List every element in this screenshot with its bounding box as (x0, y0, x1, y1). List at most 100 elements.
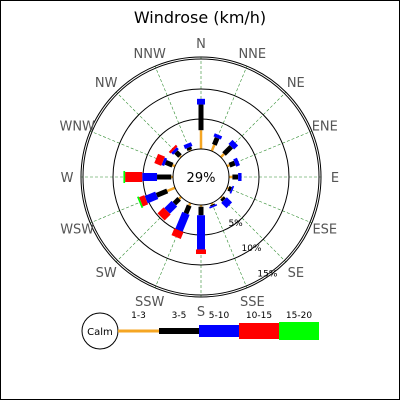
bar-NW-10-15 (168, 144, 178, 154)
grid-spoke-ESE (226, 187, 312, 224)
direction-label-N: N (196, 37, 206, 52)
grid-ring-2 (112, 88, 290, 266)
direction-label-NNE: NNE (238, 47, 266, 62)
bar-W-10-15 (125, 172, 143, 182)
bar-NW-5-10 (171, 147, 179, 155)
bar-SW-10-15 (157, 207, 171, 221)
bar-WSW-3-5 (155, 188, 169, 198)
bar-group-W (123, 171, 173, 183)
direction-label-W: W (61, 171, 74, 186)
bar-ENE-5-10 (233, 157, 240, 167)
grid-spoke-SSE (211, 202, 248, 288)
bar-group-SW (157, 195, 183, 221)
grid-spoke-SE (220, 196, 287, 263)
bar-NW-1-3 (179, 155, 183, 159)
direction-label-S: S (197, 305, 205, 320)
bar-S-10-15 (196, 249, 206, 255)
bar-S-1-3 (199, 205, 203, 207)
direction-label-NW: NW (95, 76, 118, 91)
ring-label-10: 10% (241, 244, 261, 254)
bar-group-SSW (171, 202, 192, 240)
bar-SSW-10-15 (171, 228, 184, 240)
wind-bars (123, 98, 242, 255)
bar-N-5-10 (197, 98, 205, 105)
direction-label-SSW: SSW (135, 295, 165, 310)
bar-group-WNW (154, 153, 176, 168)
direction-label-SW: SW (96, 266, 117, 281)
bar-NNW-5-10 (183, 142, 193, 149)
direction-label-ESE: ESE (312, 222, 337, 237)
bar-W-15-20 (123, 171, 126, 183)
bar-ENE-3-5 (228, 160, 236, 168)
grid-ring-outer (80, 56, 322, 298)
legend-swatch-1-3 (118, 329, 159, 333)
chart-title: Windrose (km/h) (134, 8, 266, 27)
grid-spoke-NW (115, 91, 182, 158)
bar-N-1-3 (199, 130, 203, 149)
bar-SE-1-3 (219, 195, 223, 199)
bar-WNW-3-5 (164, 160, 174, 168)
bar-NW-3-5 (174, 150, 182, 158)
calm-percent-label: 29% (187, 171, 216, 186)
calm-circle (172, 148, 230, 206)
bar-S-5-10 (197, 215, 205, 250)
bar-group-NE (219, 139, 239, 159)
legend-calm-label: Calm (87, 327, 113, 338)
bar-N-3-5 (198, 104, 204, 131)
bar-WSW-15-20 (137, 196, 144, 209)
bar-NE-1-3 (219, 153, 225, 159)
legend-swatch-10-15 (239, 323, 279, 339)
legend-label-15-20: 15-20 (286, 311, 312, 321)
direction-label-WSW: WSW (60, 222, 94, 237)
bar-NNE-5-10 (213, 133, 223, 140)
bar-WNW-5-10 (161, 157, 168, 167)
grid-ring-3 (82, 58, 320, 296)
bar-SSW-5-10 (175, 211, 190, 232)
legend: Calm 1-3 3-5 5-10 10-15 15-20 (81, 311, 319, 350)
direction-label-SE: SE (288, 266, 304, 281)
bar-W-3-5 (157, 174, 172, 180)
bar-group-NNE (210, 133, 223, 152)
bar-group-SSE (209, 202, 218, 209)
bar-S-3-5 (198, 206, 204, 216)
legend-label-5-10: 5-10 (209, 311, 230, 321)
bar-group-NW (168, 144, 183, 159)
bar-SE-3-5 (220, 196, 226, 202)
bar-WSW-1-3 (166, 186, 176, 193)
ring-label-15: 15% (257, 270, 277, 280)
bar-SSE-1-3 (210, 202, 214, 205)
bar-ESE-3-5 (227, 186, 233, 192)
direction-label-WNW: WNW (59, 120, 95, 135)
bar-NNE-3-5 (212, 137, 220, 146)
ring-labels: 5% 10% 15% (228, 219, 277, 280)
bar-SW-3-5 (172, 197, 181, 206)
calm-circle-group: 29% (172, 148, 230, 206)
bar-ESE-5-10 (229, 185, 235, 194)
bar-group-N (197, 98, 205, 149)
bar-SE-5-10 (221, 197, 233, 209)
bar-SSE-3-5 (210, 203, 216, 207)
direction-label-SSE: SSE (240, 295, 265, 310)
bar-E-1-3 (228, 175, 233, 179)
bar-group-ESE (226, 185, 235, 194)
direction-label-NNW: NNW (134, 47, 166, 62)
bar-W-5-10 (142, 173, 158, 181)
bar-ESE-1-3 (226, 186, 229, 190)
direction-label-NE: NE (287, 76, 305, 91)
legend-label-10-15: 10-15 (246, 311, 272, 321)
bar-NNW-3-5 (186, 146, 193, 152)
grid-spoke-ENE (226, 130, 312, 167)
bar-WSW-5-10 (144, 191, 159, 204)
ring-label-5: 5% (228, 219, 243, 229)
direction-label-ENE: ENE (312, 120, 338, 135)
bar-SSE-5-10 (209, 203, 218, 209)
legend-label-1-3: 1-3 (131, 311, 146, 321)
bar-WNW-10-15 (154, 153, 165, 166)
legend-label-3-5: 3-5 (172, 311, 187, 321)
bar-group-E (228, 173, 242, 181)
bar-group-SE (219, 195, 233, 209)
bar-NNE-1-3 (210, 144, 216, 152)
legend-swatch-3-5 (159, 328, 199, 334)
